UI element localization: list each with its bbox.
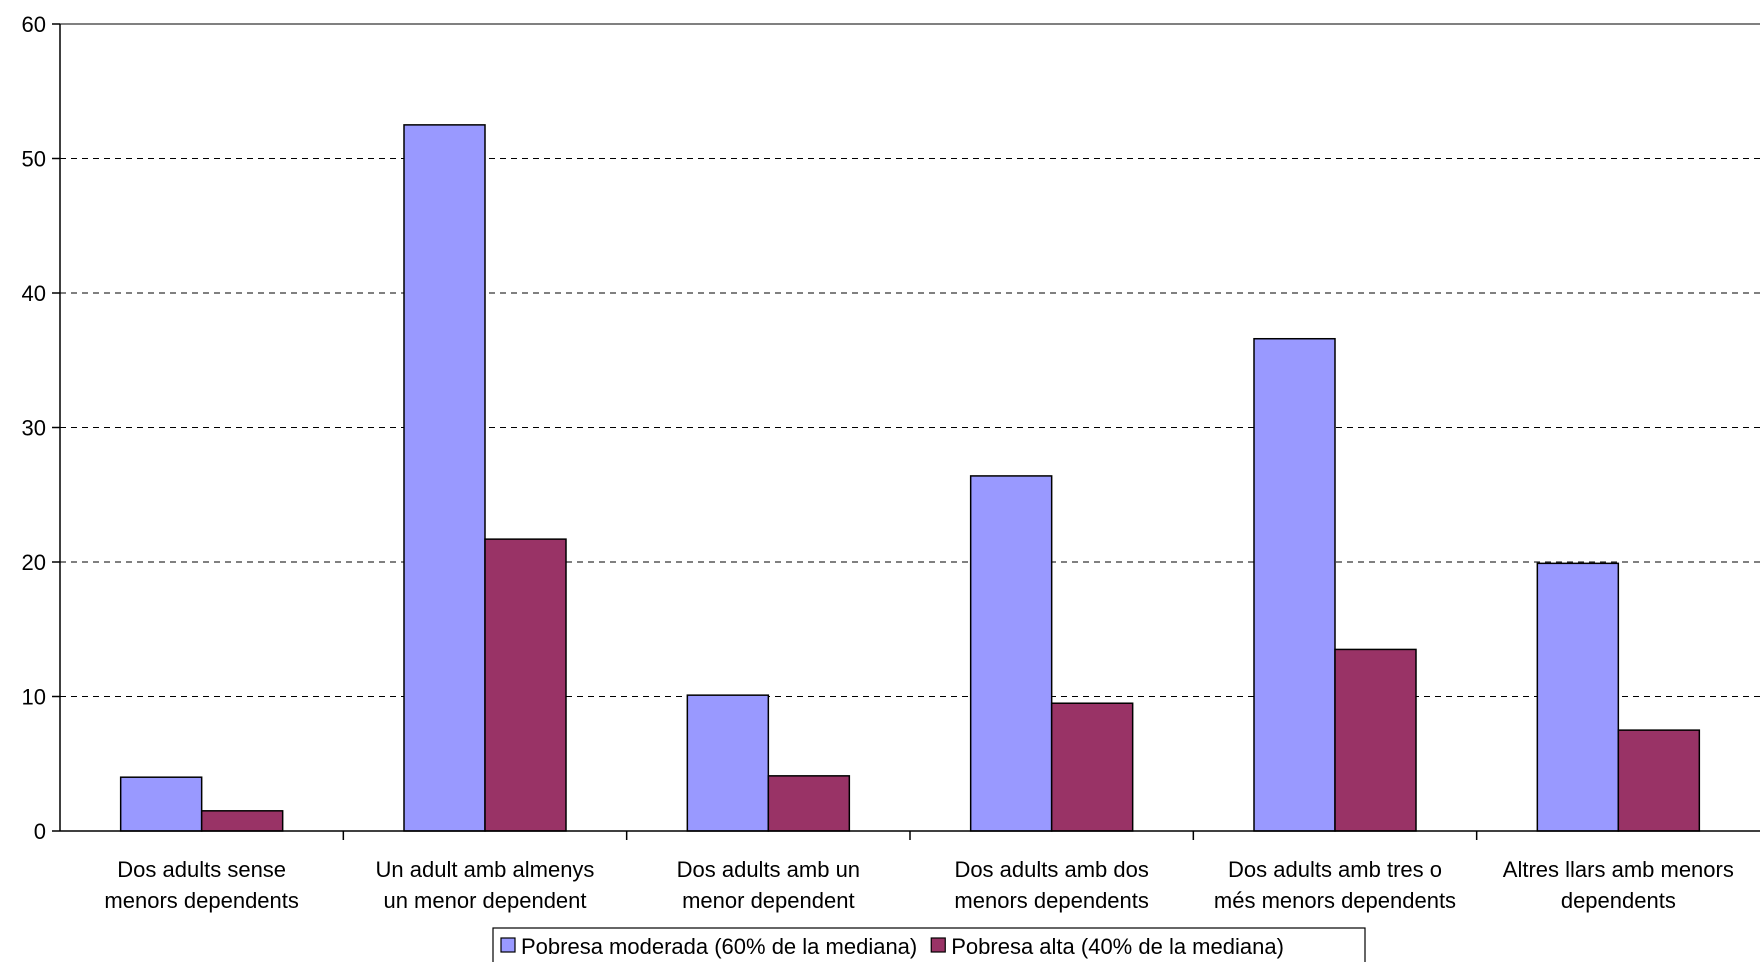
- x-category-label: Dos adults amb un: [677, 857, 860, 882]
- bar-moderada: [1536, 562, 1620, 832]
- x-category-label: un menor dependent: [383, 888, 586, 913]
- axes: [52, 23, 1760, 840]
- y-tick-label: 0: [34, 819, 46, 844]
- y-tick-label: 60: [22, 12, 46, 37]
- legend-label: Pobresa moderada (60% de la mediana): [521, 934, 917, 959]
- y-tick-labels: 0 10 20 30 40 50 60: [22, 12, 46, 844]
- legend-swatch: [500, 937, 516, 953]
- bars: [119, 124, 1701, 832]
- legend-box: [492, 927, 1366, 962]
- legend-label: Pobresa alta (40% de la mediana): [951, 934, 1284, 959]
- x-category-label: Dos adults sense: [117, 857, 286, 882]
- x-category-label: dependents: [1561, 888, 1676, 913]
- x-category-label: Dos adults amb tres o: [1228, 857, 1442, 882]
- x-category-labels: Dos adults sense menors dependents Un adul…: [104, 857, 1733, 913]
- bar-alta: [484, 538, 567, 832]
- bar-alta: [1334, 648, 1417, 832]
- gridlines: [60, 23, 1760, 697]
- y-tick-label: 10: [22, 685, 46, 710]
- bar-moderada: [403, 124, 486, 832]
- y-tick-label: 40: [22, 281, 46, 306]
- y-tick-label: 20: [22, 550, 46, 575]
- bar-moderada: [119, 776, 203, 832]
- x-category-label: Dos adults amb dos: [954, 857, 1148, 882]
- legend-swatch: [930, 937, 946, 953]
- x-category-label: més menors dependents: [1214, 888, 1456, 913]
- y-tick-label: 30: [22, 416, 46, 441]
- x-category-label: Altres llars amb menors: [1503, 857, 1734, 882]
- x-category-label: menors dependents: [954, 888, 1148, 913]
- bar-alta: [1050, 702, 1134, 832]
- bar-moderada: [1253, 337, 1336, 832]
- bar-moderada: [969, 475, 1053, 832]
- x-category-label: Un adult amb almenys: [376, 857, 595, 882]
- bar-alta: [200, 810, 284, 832]
- bar-moderada: [686, 694, 770, 832]
- x-category-label: menors dependents: [104, 888, 298, 913]
- bar-alta: [767, 775, 851, 832]
- bar-alta: [1617, 729, 1701, 832]
- x-category-label: menor dependent: [682, 888, 854, 913]
- y-tick-label: 50: [22, 147, 46, 172]
- legend: Pobresa moderada (60% de la mediana) Pobr…: [492, 927, 1366, 962]
